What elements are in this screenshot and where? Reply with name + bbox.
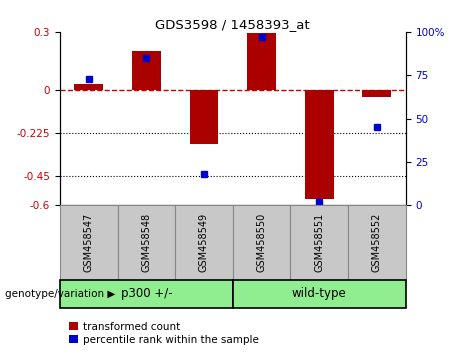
Text: GSM458550: GSM458550	[257, 213, 266, 272]
Text: genotype/variation ▶: genotype/variation ▶	[5, 289, 115, 299]
Text: GSM458547: GSM458547	[84, 213, 94, 272]
Bar	[175, 205, 233, 280]
Bar	[290, 205, 348, 280]
Bar	[247, 33, 276, 90]
Text: GSM458551: GSM458551	[314, 213, 324, 272]
Text: GSM458552: GSM458552	[372, 213, 382, 272]
Bar	[362, 90, 391, 97]
Text: p300 +/-: p300 +/-	[121, 287, 172, 300]
Bar	[118, 205, 175, 280]
Text: GSM458549: GSM458549	[199, 213, 209, 272]
Title: GDS3598 / 1458393_at: GDS3598 / 1458393_at	[155, 18, 310, 31]
Bar	[74, 84, 103, 90]
Text: wild-type: wild-type	[292, 287, 347, 300]
Bar	[189, 90, 219, 144]
Bar	[60, 205, 118, 280]
Bar	[233, 205, 290, 280]
Bar	[348, 205, 406, 280]
Text: GSM458548: GSM458548	[142, 213, 151, 272]
Bar	[233, 280, 406, 308]
Bar	[60, 280, 233, 308]
Bar	[305, 90, 334, 199]
Bar	[132, 51, 161, 90]
Legend: transformed count, percentile rank within the sample: transformed count, percentile rank withi…	[65, 317, 263, 349]
